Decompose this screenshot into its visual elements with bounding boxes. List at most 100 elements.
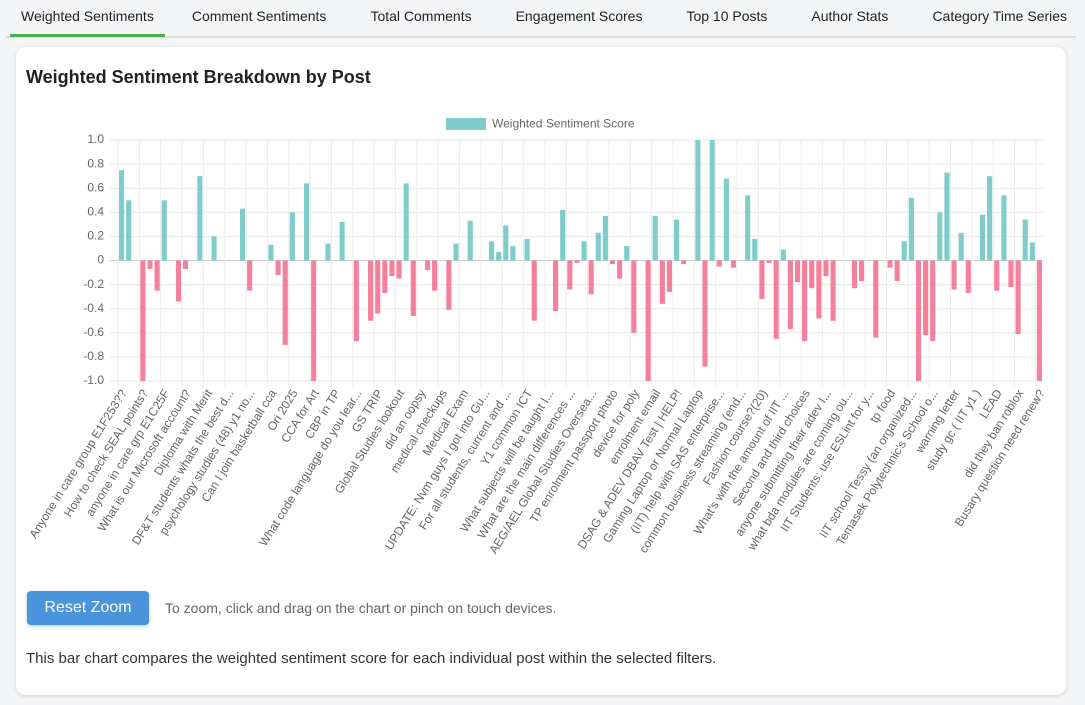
bar <box>588 260 594 295</box>
bar <box>787 260 793 330</box>
bar <box>987 176 993 261</box>
bar <box>979 214 986 261</box>
bar <box>1036 260 1043 381</box>
bar <box>325 243 331 261</box>
chart: Weighted Sentiment Score 1.0 0.8 0.6 0.4 0.2 0… <box>26 117 1047 557</box>
bar <box>752 238 758 261</box>
bar <box>211 236 217 261</box>
y-tick-label: -1.0 <box>83 373 104 387</box>
bar <box>602 215 608 261</box>
y-tick-label: 0 <box>97 253 104 267</box>
tab[interactable]: Comment Sentiments <box>191 8 327 24</box>
bar <box>673 219 680 261</box>
bar <box>666 260 673 292</box>
bar <box>915 260 922 381</box>
zoom-hint: To zoom, click and drag on the chart or … <box>165 600 557 616</box>
bar <box>617 260 623 279</box>
bar <box>631 260 637 333</box>
bar <box>1022 219 1028 261</box>
bar <box>161 200 167 261</box>
bar <box>745 195 751 261</box>
bar <box>652 215 658 261</box>
tab[interactable]: Top 10 Posts <box>686 8 768 24</box>
bar <box>510 246 516 261</box>
bar <box>275 260 281 275</box>
bar <box>197 176 203 261</box>
bar <box>595 232 601 261</box>
reset-zoom-button[interactable]: Reset Zoom <box>27 591 149 625</box>
tab[interactable]: Weighted Sentiments <box>10 0 165 37</box>
legend-swatch <box>446 118 486 130</box>
bar <box>965 260 971 294</box>
bar <box>282 260 288 345</box>
bar <box>944 172 950 261</box>
bar <box>773 260 779 339</box>
bar <box>1001 195 1007 261</box>
bar <box>375 260 381 314</box>
bar <box>183 260 189 269</box>
bar <box>681 260 687 265</box>
tab[interactable]: Author Stats <box>811 8 889 24</box>
bar <box>311 260 317 381</box>
bar <box>574 260 580 263</box>
bar <box>339 221 345 261</box>
bar <box>1008 260 1014 288</box>
bar <box>780 249 786 261</box>
bar <box>553 260 559 312</box>
bar <box>496 252 502 261</box>
card: Weighted Sentiment Breakdown by Post Wei… <box>16 47 1066 695</box>
bar <box>488 241 495 261</box>
y-tick-label: 0.8 <box>87 156 104 170</box>
tab[interactable]: Engagement Scores <box>515 8 643 24</box>
bar <box>908 197 914 261</box>
bar <box>894 260 900 281</box>
bar <box>268 244 274 261</box>
tab-bar: Weighted Sentiments Comment Sentiments Tot… <box>6 0 1076 38</box>
y-tick-label: 1.0 <box>87 132 104 146</box>
bar <box>289 212 295 261</box>
bar <box>851 260 858 289</box>
y-tick-label: 0.6 <box>87 180 104 194</box>
bar <box>937 212 943 261</box>
bar <box>901 241 907 261</box>
tab[interactable]: Category Time Series <box>932 8 1068 24</box>
bar <box>994 260 1000 291</box>
tab[interactable]: Total Comments <box>370 8 472 24</box>
chart-description: This bar chart compares the weighted sen… <box>26 650 717 667</box>
bar <box>930 260 936 342</box>
bar <box>353 260 359 342</box>
y-tick-label: -0.6 <box>83 325 104 339</box>
bar <box>175 260 182 302</box>
bar <box>524 238 530 261</box>
bar <box>659 260 665 304</box>
bar <box>503 225 509 261</box>
bar <box>809 260 815 289</box>
bar <box>581 241 587 261</box>
bar <box>560 209 566 261</box>
bar <box>716 260 722 267</box>
bar <box>432 260 438 291</box>
bar <box>567 260 573 290</box>
bar <box>830 260 836 321</box>
bar <box>730 260 737 268</box>
bar <box>453 243 459 261</box>
bar <box>126 200 132 261</box>
bar <box>759 260 765 300</box>
bar <box>1015 260 1021 335</box>
bar <box>446 260 452 310</box>
bar <box>802 260 808 342</box>
bar <box>247 260 253 291</box>
bar <box>396 260 402 279</box>
bar <box>609 260 616 265</box>
bar <box>816 260 822 319</box>
bar <box>695 140 701 261</box>
card-title: Weighted Sentiment Breakdown by Post <box>26 67 371 87</box>
y-tick-label: 0.4 <box>87 204 104 218</box>
bar <box>382 260 388 294</box>
y-tick-label: 0.2 <box>87 229 104 243</box>
bar <box>154 260 160 291</box>
bar <box>147 260 153 269</box>
bar <box>368 260 374 321</box>
bar <box>958 232 964 261</box>
bar <box>424 260 431 271</box>
